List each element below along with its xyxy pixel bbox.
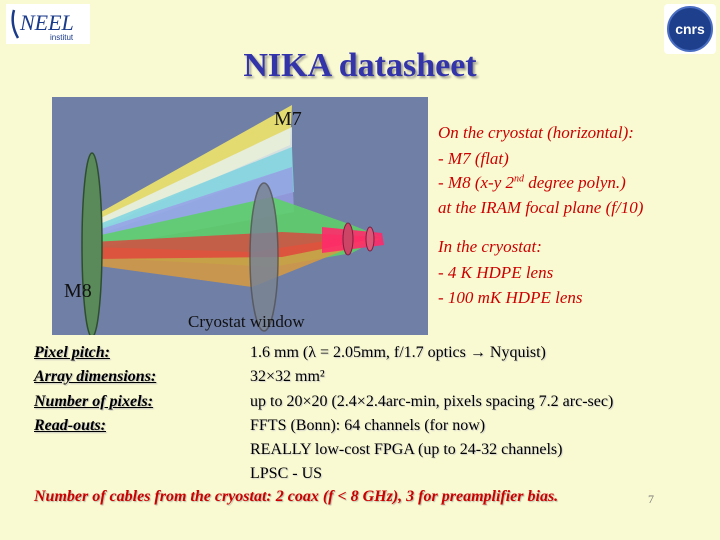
- page-title: NIKA datasheet: [243, 47, 477, 84]
- spec-value-array-dimensions: 32×32 mm²: [250, 368, 325, 385]
- cables-note: Number of cables from the cryostat: 2 co…: [34, 488, 559, 505]
- m8-label: M8: [64, 280, 92, 302]
- lens-100mk-description: - 100 mK HDPE lens: [438, 288, 583, 307]
- readout-fpga-line: REALLY low-cost FPGA (up to 24-32 channe…: [250, 441, 563, 458]
- hdpe-lens-4k: [342, 222, 354, 256]
- readout-lpsc-line: LPSC - US: [250, 465, 323, 482]
- spec-label-array-dimensions: Array dimensions:: [34, 368, 157, 385]
- cryostat-horizontal-heading: On the cryostat (horizontal):: [438, 123, 634, 142]
- optics-diagram: M7 M8 Cryostat window: [52, 97, 428, 335]
- focal-plane-description: at the IRAM focal plane (f/10): [438, 198, 644, 217]
- spec-label-read-outs: Read-outs:: [34, 417, 106, 434]
- neel-logo-sub: institut: [50, 33, 74, 42]
- spec-value-pixel-pitch: 1.6 mm (λ = 2.05mm, f/1.7 optics → Nyqui…: [250, 344, 546, 361]
- hdpe-lens-100mk: [365, 226, 375, 252]
- neel-logo-text: NEEL: [19, 10, 74, 35]
- cryostat-window: [249, 182, 279, 332]
- page-number: 7: [648, 492, 654, 506]
- lens-4k-description: - 4 K HDPE lens: [438, 263, 554, 282]
- m7-label: M7: [274, 108, 302, 130]
- cnrs-logo: cnrs: [664, 4, 716, 54]
- ray-bundle-red: [92, 232, 382, 259]
- cnrs-logo-text: cnrs: [675, 21, 705, 37]
- in-cryostat-heading: In the cryostat:: [438, 237, 542, 256]
- neel-logo: NEEL institut: [6, 4, 90, 44]
- cryostat-window-label: Cryostat window: [188, 312, 305, 331]
- spec-label-number-of-pixels: Number of pixels:: [34, 393, 154, 410]
- spec-value-read-outs: FFTS (Bonn): 64 channels (for now): [250, 417, 486, 434]
- m8-mirror: [81, 152, 103, 335]
- spec-label-pixel-pitch: Pixel pitch:: [34, 344, 110, 361]
- m8-description: - M8 (x-y 2nd degree polyn.): [438, 173, 626, 192]
- spec-value-number-of-pixels: up to 20×20 (2.4×2.4arc-min, pixels spac…: [250, 393, 614, 410]
- m7-description: - M7 (flat): [438, 149, 509, 168]
